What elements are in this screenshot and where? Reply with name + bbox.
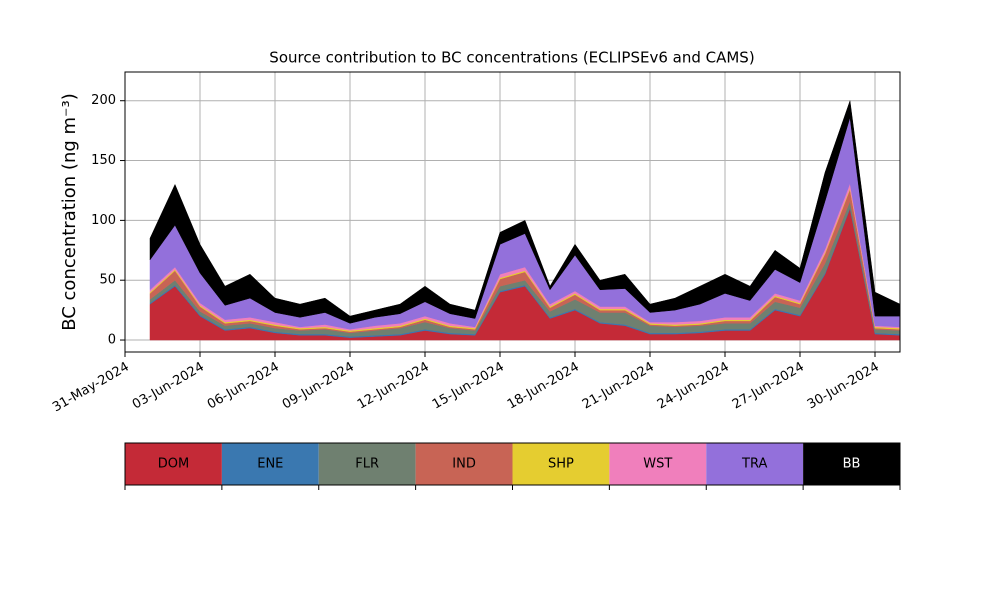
legend-swatch: [609, 443, 707, 485]
legend-swatch: [415, 443, 513, 485]
x-tick-label: 31-May-2024: [50, 360, 132, 416]
legend-label: DOM: [158, 457, 189, 472]
legend-label: TRA: [741, 457, 767, 472]
legend-label: ENE: [257, 457, 283, 472]
y-tick-label: 100: [91, 213, 116, 228]
legend-label: SHP: [548, 457, 574, 472]
x-tick-label: 30-Jun-2024: [805, 360, 882, 413]
x-tick-label: 03-Jun-2024: [130, 360, 207, 413]
legend-label: WST: [643, 457, 672, 472]
plot-frame: [124, 71, 901, 353]
x-tick-label: 24-Jun-2024: [655, 360, 732, 413]
legend-swatch: [512, 443, 610, 485]
legend-label: BB: [843, 457, 861, 472]
x-tick-label: 12-Jun-2024: [355, 360, 432, 413]
x-tick-label: 06-Jun-2024: [205, 360, 282, 413]
x-tick-label: 09-Jun-2024: [280, 360, 357, 413]
y-tick-label: 0: [108, 333, 116, 348]
legend-swatch: [706, 443, 804, 485]
x-tick-label: 27-Jun-2024: [730, 360, 807, 413]
legend-label: FLR: [355, 457, 379, 472]
chart-title: Source contribution to BC concentrations…: [269, 49, 754, 67]
y-axis-label: BC concentration (ng m⁻³): [59, 93, 80, 331]
x-tick-label: 21-Jun-2024: [580, 360, 657, 413]
y-tick-label: 150: [91, 153, 116, 168]
y-tick-label: 50: [99, 273, 116, 288]
x-tick-label: 18-Jun-2024: [505, 360, 582, 413]
legend-swatch: [125, 443, 222, 485]
y-tick-label: 200: [91, 93, 116, 108]
legend-swatch: [318, 443, 416, 485]
legend-label: IND: [452, 457, 476, 472]
x-tick-label: 15-Jun-2024: [430, 360, 507, 413]
legend-swatch: [221, 443, 319, 485]
legend-swatch: [803, 443, 900, 485]
